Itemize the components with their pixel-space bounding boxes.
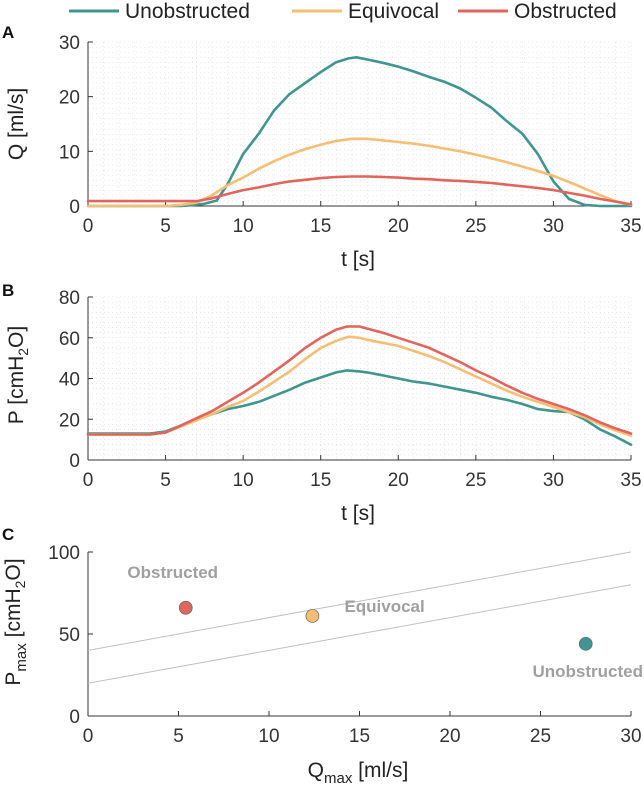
- panel-b-ticks: 0 5 10 15 20 25 30 35 0 20 40 60 80: [59, 288, 642, 491]
- panel-b-axes: [87, 297, 631, 461]
- panel-c-xlabel-tail: [ml/s]: [352, 759, 408, 782]
- panel-c-ylabel-main: P: [2, 672, 25, 686]
- panel-b-x-tick-label: 35: [620, 470, 641, 491]
- panel-a-chart: 0 5 10 15 20 25 30 35 0 10 20 30 t [s] Q [ml/s]: [5, 33, 642, 271]
- panel-b-ylabel-main: P [cmH: [5, 356, 28, 424]
- panel-a-series-unobstructed: [86, 55, 633, 208]
- panel-c-chart: 0 5 10 15 20 25 30 0 50 100 Obstructed Equivocal Un…: [2, 543, 643, 787]
- panel-a-x-tick-label: 30: [543, 216, 564, 237]
- panel-b-x-tick-label: 10: [233, 470, 254, 491]
- panel-a-grid: [87, 41, 632, 207]
- panel-a-x-tick-label: 0: [83, 216, 94, 237]
- panel-b-y-tick-label: 0: [69, 451, 80, 472]
- panel-c-point-equivocal: [305, 609, 320, 623]
- panel-b-ylabel-sub: 2: [15, 348, 31, 356]
- panel-a-x-tick-label: 10: [233, 216, 254, 237]
- panel-b-ylabel: P [cmH2O]: [5, 326, 31, 424]
- panel-b-x-tick-label: 20: [388, 470, 409, 491]
- panel-b-x-tick-label: 25: [465, 470, 486, 491]
- panel-c-point-unobstructed: [578, 636, 593, 651]
- legend-label-unobstructed: Unobstructed: [125, 0, 250, 23]
- panel-c-points: Obstructed Equivocal Unobstructed: [127, 563, 643, 681]
- panel-b-series-obstructed: [86, 325, 633, 436]
- panel-a-x-tick-label: 15: [310, 216, 331, 237]
- panel-b-ylabel-tail: O]: [5, 326, 28, 348]
- panel-b-y-tick-label: 40: [59, 370, 80, 391]
- panel-a-x-tick-label: 20: [388, 216, 409, 237]
- legend-label-equivocal: Equivocal: [348, 0, 439, 23]
- panel-b-series-equivocal: [86, 335, 633, 437]
- panel-c-reference-line-1: [87, 551, 632, 651]
- panel-a-y-tick-label: 0: [69, 197, 80, 218]
- panel-c-ticks: 0 5 10 15 20 25 30 0 50 100: [48, 543, 641, 747]
- panel-a-ylabel: Q [ml/s]: [5, 88, 28, 160]
- panel-c-x-tick-label: 10: [258, 726, 279, 747]
- panel-b-x-tick-label: 5: [160, 470, 171, 491]
- panel-c-x-tick-label: 20: [439, 726, 460, 747]
- panel-a-axes: [87, 42, 631, 207]
- panel-c-point-label-obstructed: Obstructed: [127, 563, 218, 582]
- panel-b-series: [86, 325, 633, 447]
- panel-b-grid: [87, 296, 632, 461]
- panel-a-y-tick-label: 20: [59, 88, 80, 109]
- panel-b-x-tick-label: 30: [543, 470, 564, 491]
- legend-label-obstructed: Obstructed: [514, 0, 617, 23]
- panel-c-ylabel-sub2: 2: [12, 580, 28, 588]
- panel-c-ylabel-sub: max: [13, 643, 30, 672]
- panel-a-series: [86, 55, 633, 208]
- panel-c-ylabel-mid: [cmH: [2, 588, 25, 643]
- panel-c-x-tick-label: 5: [173, 726, 184, 747]
- panel-b-x-tick-label: 15: [310, 470, 331, 491]
- panel-a-series-equivocal: [86, 137, 633, 208]
- panel-a-x-tick-label: 5: [160, 216, 171, 237]
- panel-c-ylabel: Pmax [cmH2O]: [2, 558, 30, 685]
- panel-c-y-tick-label: 50: [59, 625, 80, 646]
- panel-c-reference-line-2: [87, 584, 632, 684]
- panel-b-xlabel: t [s]: [341, 502, 375, 525]
- panel-c-ylabel-tail: O]: [2, 558, 25, 580]
- panel-c-x-tick-label: 15: [349, 726, 370, 747]
- panel-label-a: A: [2, 23, 14, 42]
- panel-c-x-tick-label: 30: [620, 726, 641, 747]
- panel-b-y-tick-label: 20: [59, 410, 80, 431]
- panel-label-c: C: [2, 525, 14, 544]
- panel-a-ticks: 0 5 10 15 20 25 30 35 0 10 20 30: [59, 33, 642, 237]
- panel-c-point-label-equivocal: Equivocal: [344, 597, 424, 616]
- panel-c-x-tick-label: 25: [530, 726, 551, 747]
- panel-a-series-obstructed: [86, 175, 633, 206]
- panel-c-y-tick-label: 0: [69, 707, 80, 728]
- panel-a-x-tick-label: 35: [620, 216, 641, 237]
- panel-a-x-tick-label: 25: [465, 216, 486, 237]
- legend: Unobstructed Equivocal Obstructed: [69, 0, 617, 23]
- panel-c-x-tick-label: 0: [83, 726, 94, 747]
- panel-c-lines: [87, 551, 632, 684]
- panel-a-xlabel: t [s]: [341, 248, 375, 271]
- panel-c-xlabel-main: Q: [308, 759, 324, 782]
- panel-label-b: B: [2, 281, 14, 300]
- panel-a-y-tick-label: 10: [59, 142, 80, 163]
- panel-c-point-obstructed: [178, 600, 193, 615]
- panel-b-y-tick-label: 80: [59, 288, 80, 309]
- panel-b-series-unobstructed: [86, 369, 633, 447]
- panel-a-y-tick-label: 30: [59, 33, 80, 54]
- panel-c-xlabel-sub: max: [324, 770, 353, 787]
- panel-c-xlabel: Qmax [ml/s]: [308, 759, 409, 787]
- panel-b-x-tick-label: 0: [83, 470, 94, 491]
- panel-c-y-tick-label: 100: [48, 543, 80, 564]
- panel-b-chart: 0 5 10 15 20 25 30 35 0 20 40 60 80 t [s] P [cmH2O]: [5, 288, 642, 525]
- panel-c-point-label-unobstructed: Unobstructed: [533, 662, 644, 681]
- panel-b-y-tick-label: 60: [59, 329, 80, 350]
